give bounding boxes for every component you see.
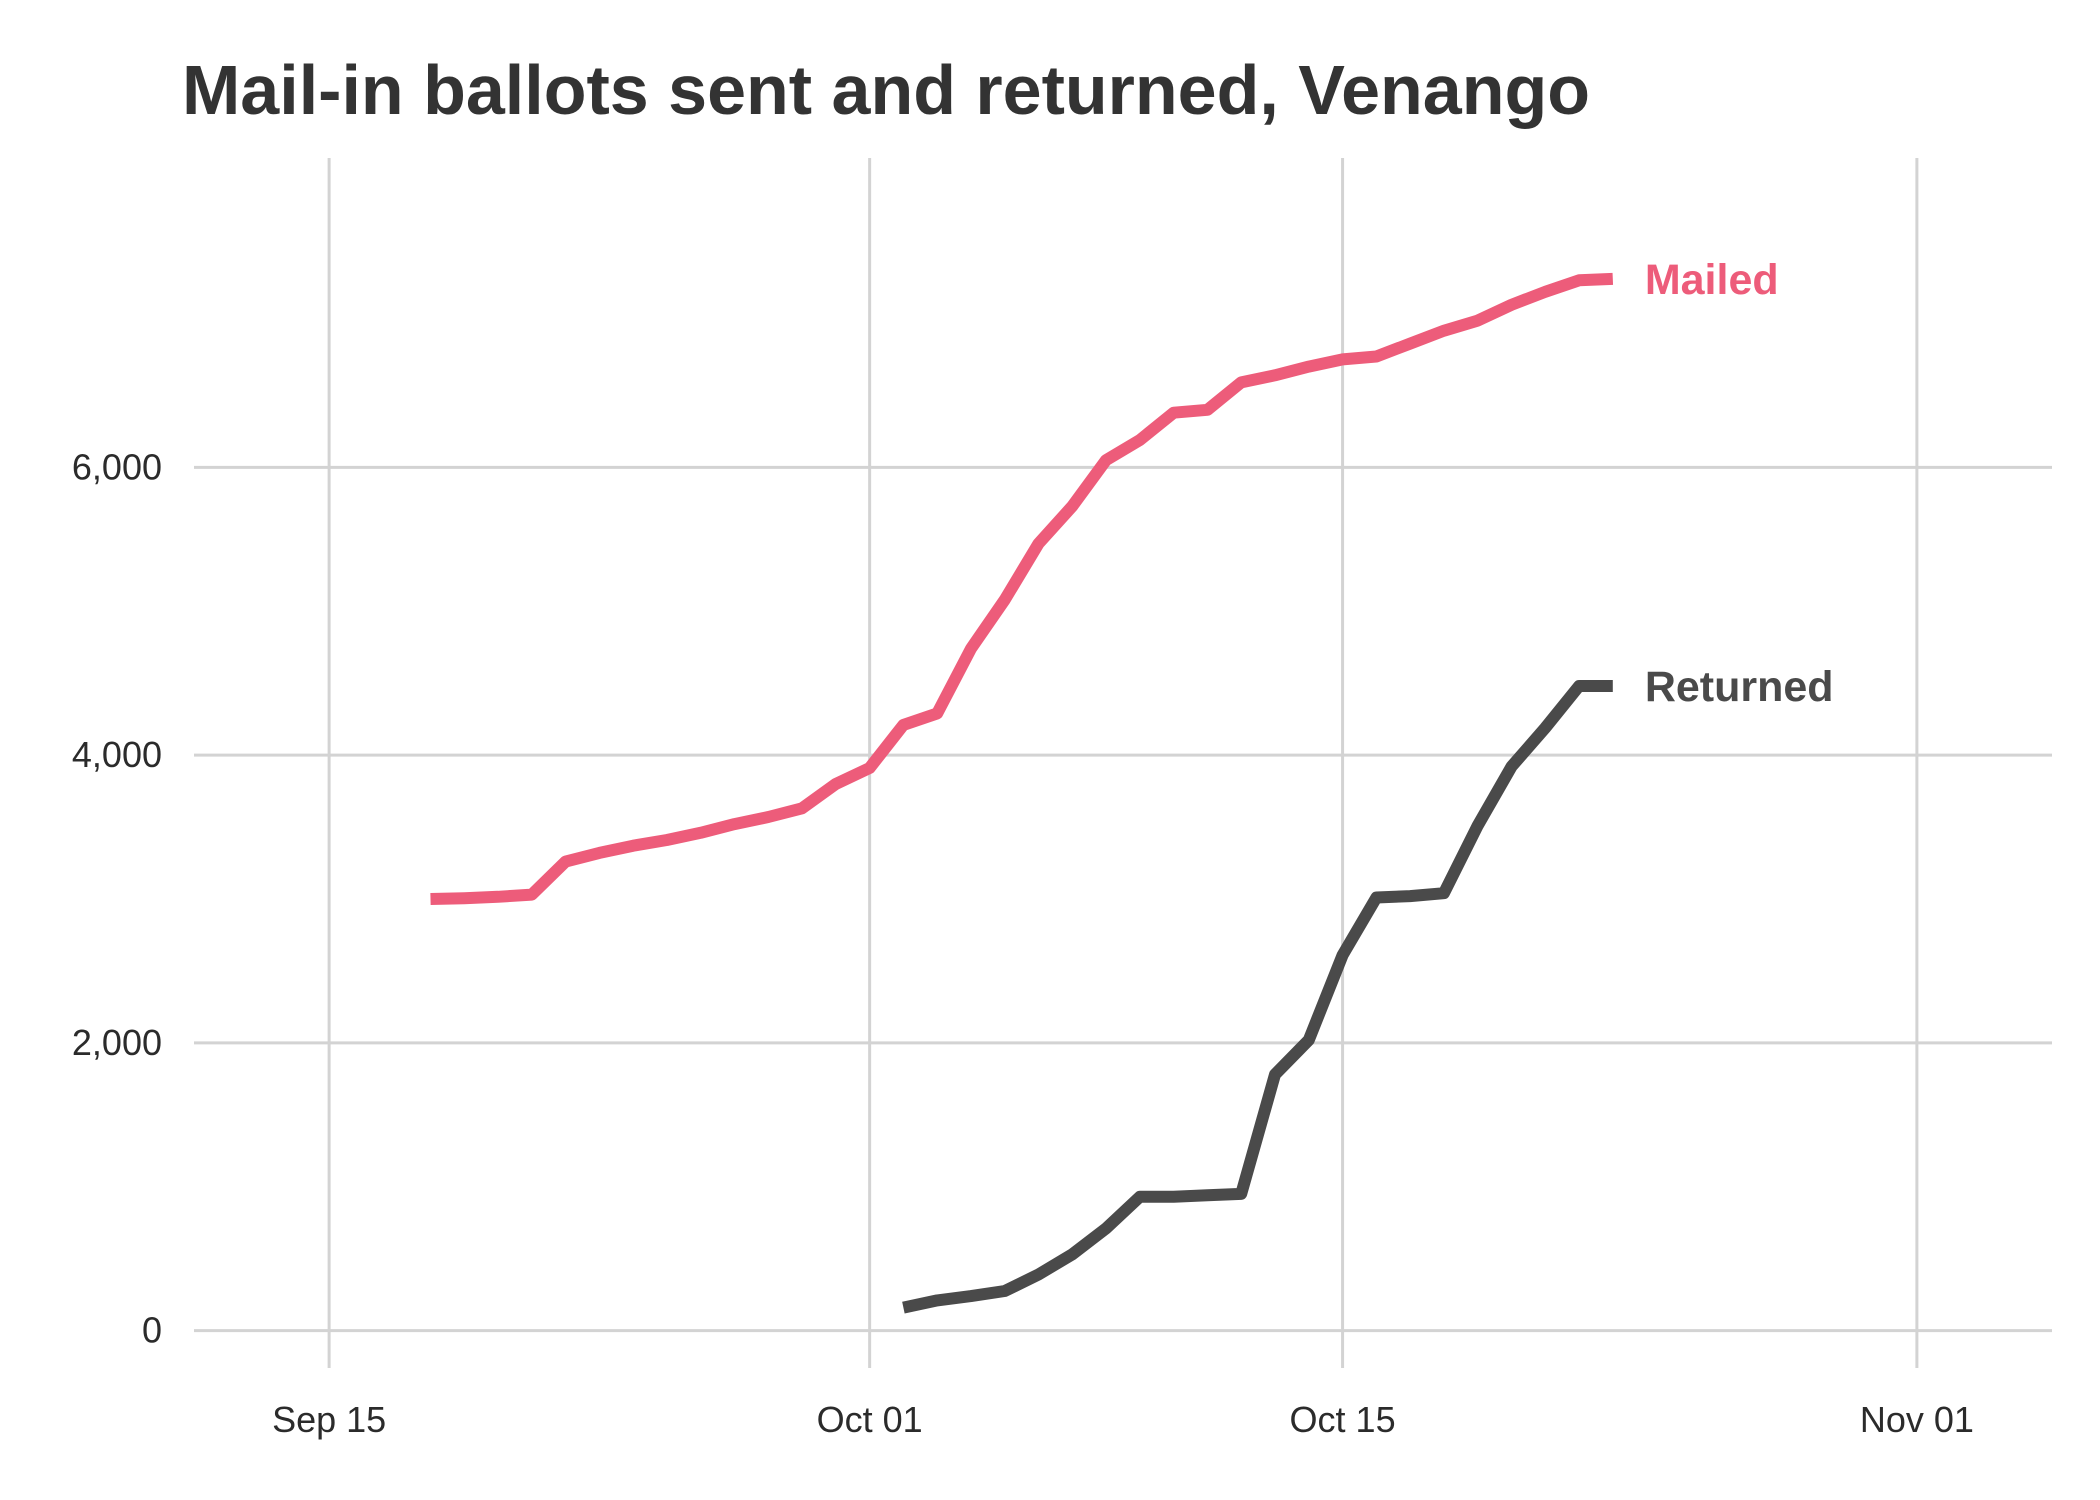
series-labels: Mailed Returned <box>1645 256 1834 711</box>
y-tick-label: 0 <box>142 1310 162 1351</box>
y-tick-label: 2,000 <box>72 1022 162 1063</box>
series-line-returned <box>902 680 1613 1314</box>
grid <box>194 158 2052 1368</box>
chart-title: Mail-in ballots sent and returned, Venan… <box>182 51 1590 129</box>
x-tick-label: Nov 01 <box>1860 1399 1974 1440</box>
series-label-returned: Returned <box>1645 663 1834 711</box>
series-label-mailed: Mailed <box>1645 256 1779 304</box>
y-tick-label: 4,000 <box>72 734 162 775</box>
series-lines <box>430 272 1614 1314</box>
x-tick-label: Oct 01 <box>817 1399 923 1440</box>
x-axis-tick-labels: Sep 15 Oct 01 Oct 15 Nov 01 <box>272 1399 1974 1440</box>
x-tick-label: Sep 15 <box>272 1399 386 1440</box>
series-line-mailed <box>430 272 1614 905</box>
y-tick-label: 6,000 <box>72 446 162 487</box>
y-axis-tick-labels: 0 2,000 4,000 6,000 <box>72 446 162 1350</box>
x-tick-label: Oct 15 <box>1290 1399 1396 1440</box>
